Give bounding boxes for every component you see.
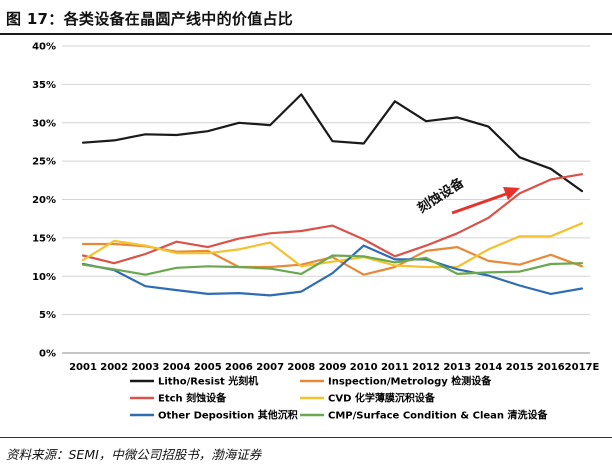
y-tick-label: 5% <box>39 310 56 321</box>
y-tick-label: 30% <box>32 118 56 129</box>
x-tick-label: 2012 <box>412 362 440 373</box>
source-divider <box>0 437 612 438</box>
x-tick-label: 2001 <box>69 362 97 373</box>
y-tick-label: 20% <box>32 195 56 206</box>
title-divider <box>0 33 612 35</box>
y-tick-label: 25% <box>32 157 56 168</box>
series-line-2 <box>81 173 584 265</box>
series-line-5 <box>81 254 584 276</box>
y-tick-label: 10% <box>32 272 56 283</box>
x-tick-label: 2013 <box>443 362 471 373</box>
x-tick-label: 2017E <box>565 362 600 373</box>
annotation: 刻蚀设备 <box>415 174 520 217</box>
y-tick-label: 40% <box>32 42 56 53</box>
legend-label-3: CVD 化学薄膜沉积设备 <box>328 392 436 405</box>
legend-label-5: CMP/Surface Condition & Clean 清洗设备 <box>328 409 549 422</box>
figure-title: 图 17：各类设备在晶圆产线中的价值占比 <box>6 10 294 28</box>
x-tick-label: 2009 <box>319 362 347 373</box>
x-tick-label: 2014 <box>475 362 503 373</box>
y-tick-label: 35% <box>32 80 56 91</box>
x-tick-label: 2011 <box>381 362 409 373</box>
legend-label-2: Etch 刻蚀设备 <box>158 392 227 405</box>
y-tick-labels: 0% 5% 10% 15% 20% 25% 30% 35% 40% <box>32 42 56 360</box>
legend-label-0: Litho/Resist 光刻机 <box>158 375 258 388</box>
x-tick-label: 2007 <box>256 362 284 373</box>
source-note: 资料来源：SEMI，中微公司招股书，渤海证券 <box>6 447 262 462</box>
line-chart: 0%5%10%15%20%25%30%35%40% 2001 2002 2003 20… <box>32 42 599 422</box>
legend-label-4: Other Deposition 其他沉积 <box>158 409 298 422</box>
x-tick-label: 2010 <box>350 362 378 373</box>
x-tick-label: 2015 <box>506 362 534 373</box>
y-tick-label: 15% <box>32 233 56 244</box>
series-line-4 <box>81 244 584 297</box>
y-tick-label: 0% <box>39 349 56 360</box>
x-tick-label: 2004 <box>163 362 191 373</box>
series-line-3 <box>81 222 584 269</box>
x-tick-labels: 2001 2002 2003 2004 2005 2006 2007 2008 2009 2010… <box>69 362 599 373</box>
x-tick-label: 2008 <box>287 362 315 373</box>
x-tick-label: 2005 <box>194 362 222 373</box>
series-lines <box>81 93 584 297</box>
etch-annotation-arrow-shaft <box>451 192 507 215</box>
grid-lines <box>62 45 590 316</box>
etch-annotation-arrow-head <box>503 187 520 200</box>
series-line-0 <box>81 93 584 193</box>
x-tick-label: 2003 <box>131 362 159 373</box>
x-tick-label: 2006 <box>225 362 253 373</box>
legend: Litho/Resist 光刻机 Inspection/Metrology 检测设… <box>130 375 549 422</box>
x-tick-label: 2016 <box>537 362 565 373</box>
legend-label-1: Inspection/Metrology 检测设备 <box>328 375 492 388</box>
x-tick-label: 2002 <box>100 362 128 373</box>
